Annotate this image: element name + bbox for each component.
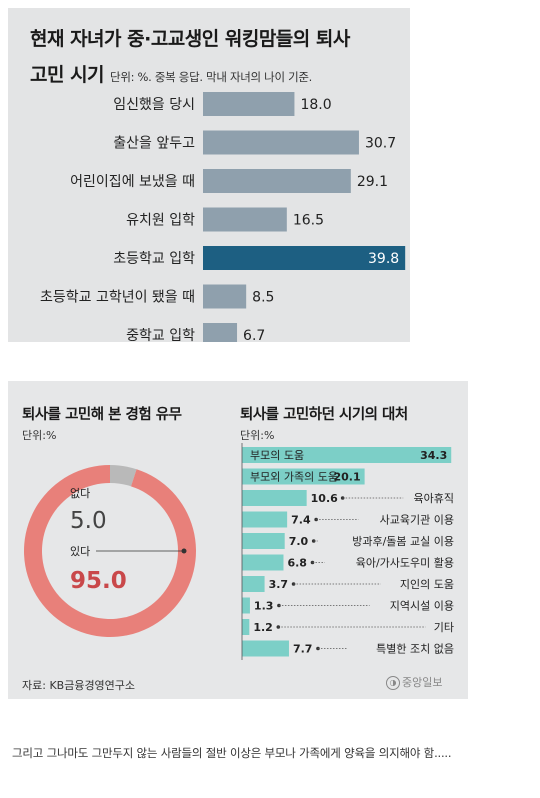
- response-value-label: 7.7: [293, 643, 313, 656]
- response-chart-title: 퇴사를 고민하던 시기의 대처: [240, 407, 408, 423]
- top-bar-chart: 임신했을 당시 18.0 출산을 앞두고 30.7 어린이집에 보냈을 때 29.1 유치원…: [40, 92, 406, 342]
- source-note: 자료: KB금융경영연구소: [22, 679, 136, 692]
- top-bar: [203, 284, 247, 309]
- top-bar: [203, 246, 406, 270]
- donut-leader-dot: [181, 548, 187, 554]
- publisher-logo-text: 중앙일보: [402, 676, 443, 689]
- logo-mark-icon: ◑: [386, 676, 400, 690]
- response-value-label: 34.3: [420, 449, 447, 462]
- top-chart-unit-note: 단위: %. 중복 응답. 막내 자녀의 나이 기준.: [110, 70, 313, 84]
- top-category-label: 초등학교 입학: [113, 251, 195, 267]
- top-value-label: 16.5: [293, 213, 324, 229]
- top-value-label: 30.7: [365, 136, 396, 152]
- response-bar: [242, 533, 285, 549]
- response-chart-unit: 단위:%: [240, 429, 275, 442]
- top-category-label: 초등학교 고학년이 됐을 때: [40, 290, 195, 306]
- donut-value-no: 5.0: [70, 508, 107, 534]
- response-bar: [242, 447, 452, 463]
- response-category-label: 특별한 조치 없음: [376, 643, 454, 656]
- response-category-label: 육아/가사도우미 활용: [356, 556, 454, 570]
- response-bar: [242, 468, 365, 485]
- donut-value-yes: 95.0: [70, 568, 127, 594]
- top-value-label: 18.0: [300, 97, 331, 113]
- top-chart-panel: 현재 자녀가 중·고교생인 워킹맘들의 퇴사 고민 시기 단위: %. 중복 응답…: [8, 8, 410, 342]
- response-category-label: 육아휴직: [414, 492, 454, 505]
- response-value-label: 1.3: [254, 600, 274, 613]
- top-bar: [203, 323, 238, 342]
- top-category-label: 중학교 입학: [126, 328, 195, 342]
- response-bar: [242, 490, 307, 506]
- response-value-label: 7.4: [291, 514, 311, 527]
- top-value-label: 39.8: [368, 251, 399, 267]
- donut-label-yes: 있다: [70, 545, 90, 558]
- response-bar: [242, 554, 284, 571]
- response-bar: [242, 619, 250, 635]
- response-bar: [242, 640, 289, 657]
- donut-slice-no: [110, 465, 137, 487]
- post-caption: 그리고 그나마도 그만두지 않는 사람들의 절반 이상은 부모나 가족에게 양육…: [12, 746, 452, 760]
- top-category-label: 유치원 입학: [126, 213, 195, 229]
- response-value-label: 20.1: [333, 471, 360, 484]
- response-value-label: 7.0: [289, 535, 309, 548]
- response-value-label: 1.2: [253, 621, 273, 634]
- response-bar: [242, 511, 288, 528]
- donut-chart-title: 퇴사를 고민해 본 경험 유무: [22, 407, 182, 423]
- top-bar: [203, 169, 351, 193]
- top-bar: [203, 130, 359, 155]
- bottom-chart-panel: 퇴사를 고민해 본 경험 유무 단위:% 퇴사를 고민하던 시기의 대처 단위:…: [8, 381, 468, 699]
- response-bar: [242, 576, 265, 592]
- response-value-label: 3.7: [269, 578, 289, 591]
- response-value-label: 6.8: [287, 557, 307, 570]
- response-category-label: 부모외 가족의 도움: [250, 471, 338, 484]
- publisher-logo: ◑ 중앙일보: [386, 674, 442, 690]
- response-value-label: 10.6: [311, 492, 338, 505]
- top-chart-title: 현재 자녀가 중·고교생인 워킹맘들의 퇴사: [30, 28, 350, 50]
- response-category-label: 지역시설 이용: [390, 600, 454, 613]
- response-category-label: 사교육기관 이용: [380, 514, 454, 527]
- response-category-label: 기타: [434, 621, 454, 634]
- top-category-label: 어린이집에 보냈을 때: [70, 174, 195, 190]
- top-category-label: 출산을 앞두고: [113, 136, 195, 152]
- top-chart-title-line2: 고민 시기: [30, 64, 105, 86]
- response-category-label: 방과후/돌봄 교실 이용: [352, 535, 454, 548]
- response-bar: [242, 597, 250, 614]
- donut-label-no: 없다: [70, 487, 90, 500]
- response-category-label: 지인의 도움: [400, 578, 454, 591]
- top-chart-title-row2: 고민 시기 단위: %. 중복 응답. 막내 자녀의 나이 기준.: [30, 60, 312, 87]
- top-value-label: 29.1: [357, 174, 388, 190]
- top-value-label: 6.7: [243, 328, 265, 342]
- top-bar: [203, 92, 295, 116]
- donut-chart-unit: 단위:%: [22, 429, 57, 442]
- top-category-label: 임신했을 당시: [113, 97, 195, 113]
- response-category-label: 부모의 도움: [250, 449, 304, 462]
- top-bar: [203, 207, 287, 232]
- top-value-label: 8.5: [252, 290, 274, 306]
